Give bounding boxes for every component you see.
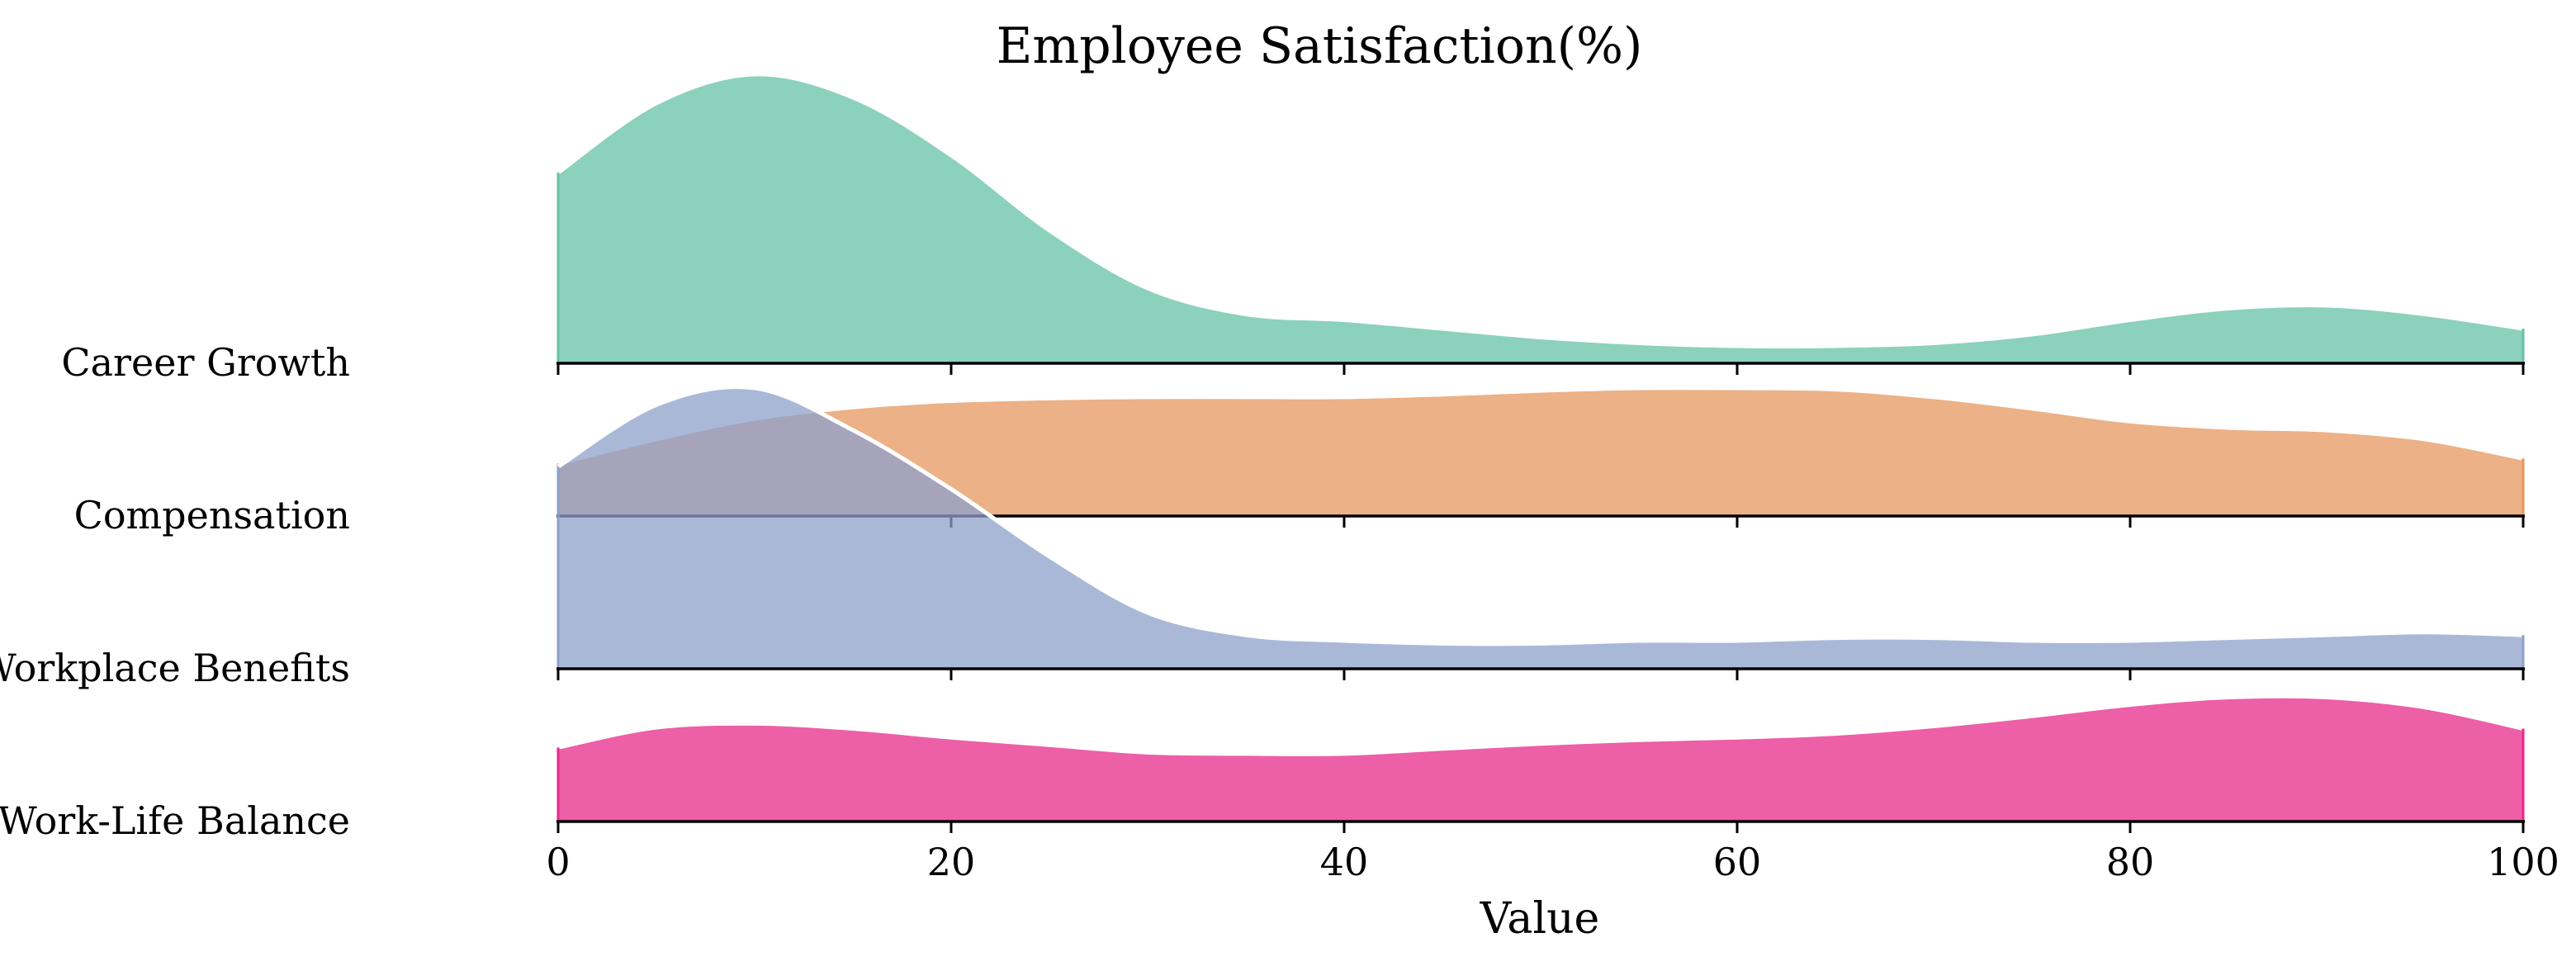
x-axis: 0 20 40 60 80 100 [546, 840, 2559, 884]
category-labels: Career Growth Compensation Workplace Benef… [0, 340, 350, 843]
x-tick-label: 20 [927, 840, 976, 884]
density-outline-work-life-balance [557, 694, 2524, 756]
ridge-career-growth [556, 72, 2525, 375]
ridge-workplace-benefits [556, 385, 2525, 680]
x-tick-label: 80 [2106, 840, 2155, 884]
ridges [556, 72, 2525, 833]
density-area-work-life-balance [558, 696, 2523, 822]
density-outline-workplace-benefits [556, 385, 2524, 646]
x-axis-label: Value [1480, 894, 1600, 944]
category-label-career-growth: Career Growth [61, 340, 350, 385]
chart-title: Employee Satisfaction(%) [997, 17, 1643, 75]
density-area-compensation [558, 387, 2523, 516]
x-tick-label: 100 [2487, 840, 2559, 884]
category-label-workplace-benefits: Workplace Benefits [0, 646, 350, 690]
density-area-career-growth [558, 73, 2523, 364]
x-tick-label: 0 [546, 840, 570, 884]
ridge-work-life-balance [556, 694, 2525, 833]
density-outline-compensation [557, 386, 2524, 466]
category-label-compensation: Compensation [74, 493, 350, 537]
x-tick-label: 60 [1713, 840, 1762, 884]
density-area-workplace-benefits [558, 386, 2523, 669]
category-label-work-life-balance: Work-Life Balance [0, 798, 350, 843]
x-tick-label: 40 [1320, 840, 1369, 884]
density-outline-career-growth [556, 72, 2524, 348]
